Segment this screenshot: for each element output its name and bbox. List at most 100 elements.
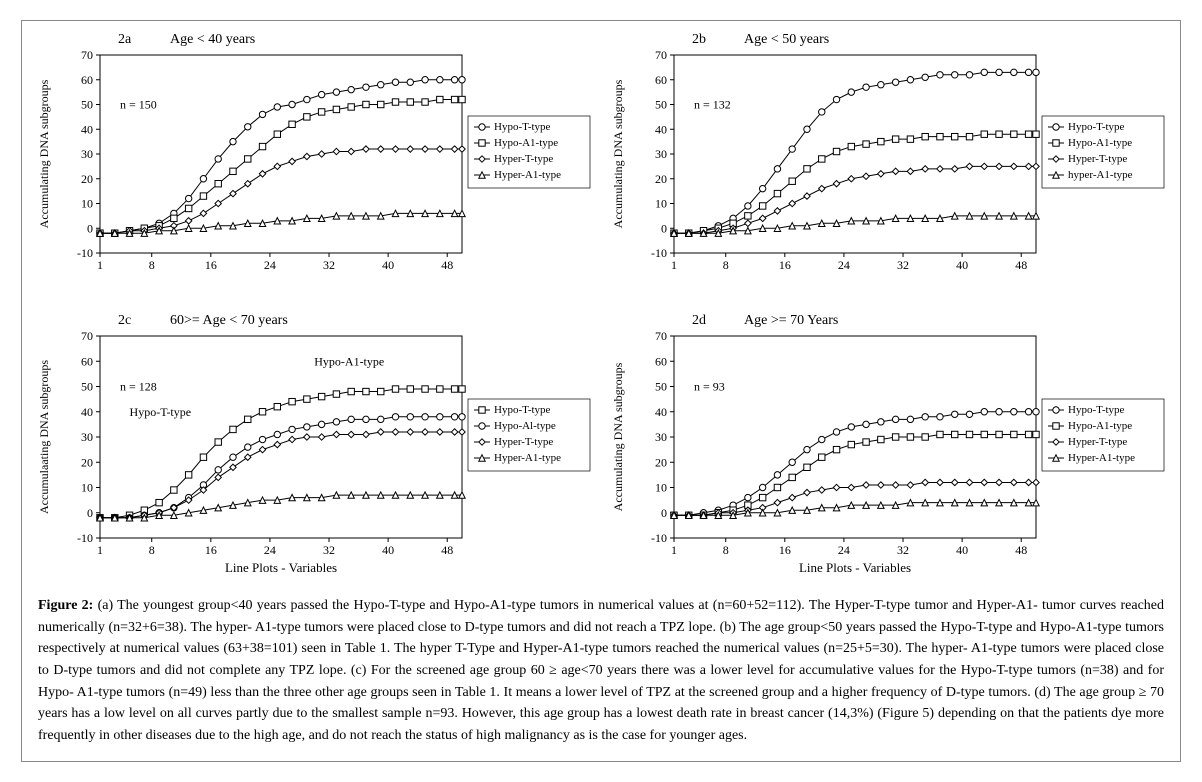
legend-label: Hyper-T-type xyxy=(494,436,553,448)
n-label: n = 128 xyxy=(120,380,157,394)
svg-text:0: 0 xyxy=(87,506,93,520)
plot-frame xyxy=(674,55,1036,253)
svg-text:16: 16 xyxy=(205,258,217,272)
svg-text:20: 20 xyxy=(81,455,93,469)
panel-id: 2c xyxy=(118,313,131,328)
inside-label: Hypo-A1-type xyxy=(314,354,384,368)
svg-text:24: 24 xyxy=(264,543,276,557)
panel-2a: 2aAge < 40 years-10010203040506070181624… xyxy=(32,29,596,304)
legend-label: Hyper-T-type xyxy=(1068,153,1127,165)
legend-label: Hypo-A1-type xyxy=(494,137,558,149)
svg-text:1: 1 xyxy=(671,543,677,557)
n-label: n = 150 xyxy=(120,98,157,112)
legend-label: Hypo-A1-type xyxy=(1068,420,1132,432)
svg-text:1: 1 xyxy=(97,543,103,557)
figure-container: 2aAge < 40 years-10010203040506070181624… xyxy=(21,20,1181,762)
legend-label: Hyper-A1-type xyxy=(494,452,561,464)
svg-text:0: 0 xyxy=(87,221,93,235)
panel-id: 2b xyxy=(692,32,706,47)
svg-text:-10: -10 xyxy=(651,246,667,260)
legend-label: hyper-A1-type xyxy=(1068,169,1133,181)
svg-text:24: 24 xyxy=(838,258,850,272)
x-axis-label: Line Plots - Variables xyxy=(799,560,911,575)
svg-text:70: 70 xyxy=(655,48,667,62)
svg-text:40: 40 xyxy=(655,405,667,419)
svg-text:48: 48 xyxy=(441,258,453,272)
figure-caption: Figure 2: (a) The youngest group<40 year… xyxy=(32,595,1170,747)
svg-text:10: 10 xyxy=(655,197,667,211)
svg-text:32: 32 xyxy=(323,543,335,557)
svg-text:16: 16 xyxy=(779,258,791,272)
legend-label: Hyper-A1-type xyxy=(1068,452,1135,464)
panel-id: 2a xyxy=(118,32,132,47)
svg-text:40: 40 xyxy=(382,543,394,557)
panel-2c: 2c60>= Age < 70 years-100102030405060701… xyxy=(32,310,596,585)
panel-title: Age < 50 years xyxy=(744,32,829,47)
inside-label: Hypo-T-type xyxy=(130,405,192,419)
panel-title: Age < 40 years xyxy=(170,32,255,47)
legend: Hypo-T-type Hypo-A1-type Hyper-T-type Hyper… xyxy=(468,116,590,188)
svg-text:10: 10 xyxy=(81,481,93,495)
panel-2b: 2bAge < 50 years-10010203040506070181624… xyxy=(606,29,1170,304)
svg-text:-10: -10 xyxy=(77,246,93,260)
svg-text:0: 0 xyxy=(661,506,667,520)
svg-text:32: 32 xyxy=(897,258,909,272)
legend: Hypo-T-type Hypo-A1-type Hyper-T-type Hyper… xyxy=(1042,399,1164,471)
svg-text:30: 30 xyxy=(655,430,667,444)
svg-text:60: 60 xyxy=(655,73,667,87)
panel-title: 60>= Age < 70 years xyxy=(170,313,288,328)
svg-text:24: 24 xyxy=(264,258,276,272)
svg-text:40: 40 xyxy=(81,122,93,136)
legend-label: Hyper-T-type xyxy=(1068,436,1127,448)
svg-text:48: 48 xyxy=(1015,543,1027,557)
y-axis-label: Accumulaating DNA subgroups xyxy=(37,360,51,514)
svg-text:0: 0 xyxy=(661,221,667,235)
svg-text:8: 8 xyxy=(149,258,155,272)
y-axis-label: Accumulating DNA subgroups xyxy=(611,79,625,228)
svg-text:40: 40 xyxy=(382,258,394,272)
svg-text:16: 16 xyxy=(779,543,791,557)
svg-text:70: 70 xyxy=(655,329,667,343)
svg-text:70: 70 xyxy=(81,48,93,62)
n-label: n = 132 xyxy=(694,98,731,112)
svg-text:40: 40 xyxy=(81,405,93,419)
legend-label: Hyper-A1-type xyxy=(494,169,561,181)
legend-label: Hypo-T-type xyxy=(1068,404,1125,416)
legend-label: Hypo-Al-type xyxy=(494,420,556,432)
svg-text:50: 50 xyxy=(655,380,667,394)
svg-text:50: 50 xyxy=(81,98,93,112)
legend-label: Hypo-T-type xyxy=(1068,121,1125,133)
caption-label: Figure 2: xyxy=(38,598,93,613)
svg-text:20: 20 xyxy=(655,172,667,186)
svg-text:-10: -10 xyxy=(651,531,667,545)
panel-id: 2d xyxy=(692,313,706,328)
svg-text:50: 50 xyxy=(655,98,667,112)
svg-text:48: 48 xyxy=(1015,258,1027,272)
legend-label: Hypo-T-type xyxy=(494,121,551,133)
legend: Hypo-T-type Hypo-A1-type Hyper-T-type hyper… xyxy=(1042,116,1164,188)
svg-text:30: 30 xyxy=(655,147,667,161)
svg-text:1: 1 xyxy=(97,258,103,272)
n-label: n = 93 xyxy=(694,380,725,394)
svg-text:40: 40 xyxy=(655,122,667,136)
svg-text:8: 8 xyxy=(723,543,729,557)
svg-text:60: 60 xyxy=(655,354,667,368)
svg-text:30: 30 xyxy=(81,147,93,161)
svg-text:32: 32 xyxy=(897,543,909,557)
legend-label: Hypo-T-type xyxy=(494,404,551,416)
legend: Hypo-T-type Hypo-Al-type Hyper-T-type Hyper… xyxy=(468,399,590,471)
svg-text:24: 24 xyxy=(838,543,850,557)
charts-grid: 2aAge < 40 years-10010203040506070181624… xyxy=(32,29,1170,585)
svg-text:60: 60 xyxy=(81,73,93,87)
svg-text:8: 8 xyxy=(723,258,729,272)
svg-text:20: 20 xyxy=(655,455,667,469)
svg-text:32: 32 xyxy=(323,258,335,272)
legend-label: Hypo-A1-type xyxy=(1068,137,1132,149)
y-axis-label: Accumulating DNA subgroups xyxy=(37,79,51,228)
svg-text:-10: -10 xyxy=(77,531,93,545)
y-axis-label: Accumulating DNA subgroups xyxy=(611,362,625,511)
svg-text:20: 20 xyxy=(81,172,93,186)
svg-text:60: 60 xyxy=(81,354,93,368)
x-axis-label: Line Plots - Variables xyxy=(225,560,337,575)
legend-label: Hyper-T-type xyxy=(494,153,553,165)
